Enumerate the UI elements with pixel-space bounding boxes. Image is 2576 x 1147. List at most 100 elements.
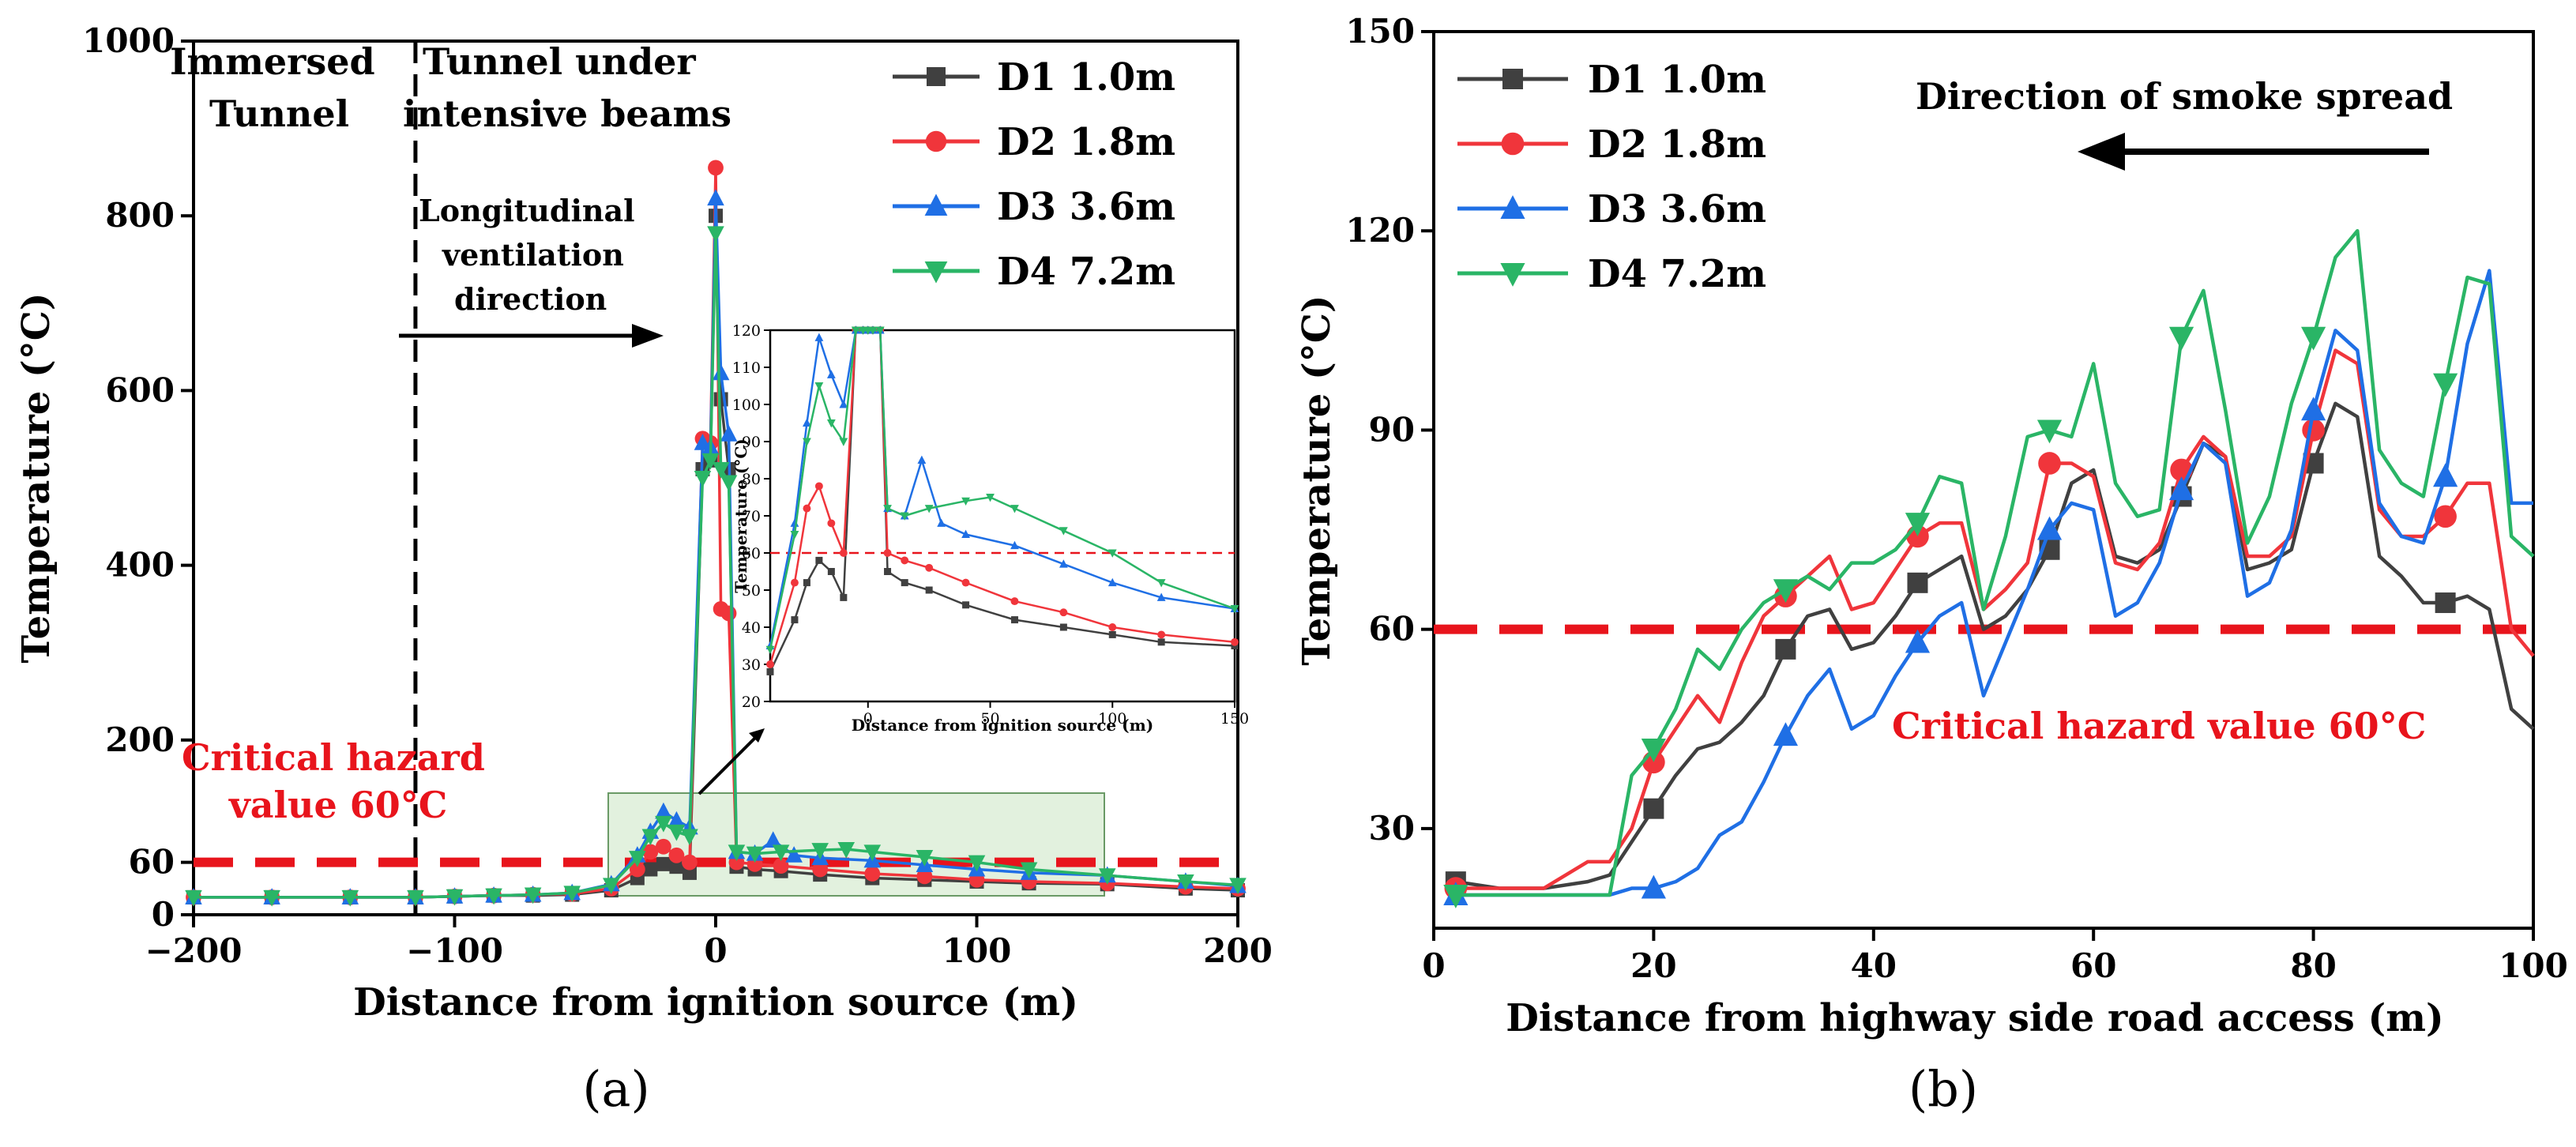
data-point — [1020, 862, 1038, 879]
inset-data-point — [803, 438, 811, 446]
panel-a-x-tick-label: 100 — [942, 931, 1012, 970]
panel-a-x-tick-label: −100 — [406, 931, 503, 970]
inset-data-point — [839, 400, 848, 408]
data-point — [1641, 739, 1666, 762]
legend-marker — [1502, 69, 1523, 89]
panel-b-x-tick-label: 60 — [2070, 946, 2116, 985]
legend-marker — [924, 194, 948, 216]
data-point — [485, 888, 502, 905]
inset-data-point — [961, 578, 970, 587]
inset-data-point — [925, 586, 933, 594]
inset-data-point — [1010, 597, 1019, 606]
smoke-direction-label: Direction of smoke spread — [1916, 75, 2453, 118]
inset-data-point — [827, 519, 836, 528]
panel-a-x-tick-label: −200 — [145, 931, 243, 970]
inset-series — [765, 325, 1239, 675]
panel-a-y-tick-label: 200 — [105, 720, 175, 759]
data-point — [772, 844, 790, 862]
inset-data-point — [826, 370, 836, 378]
data-point — [2433, 463, 2458, 487]
legend-label: D1 1.0m — [1588, 58, 1766, 102]
inset-data-point — [803, 418, 811, 427]
inset-frame — [769, 329, 1236, 703]
data-point — [263, 889, 280, 907]
data-point — [669, 859, 684, 874]
inset-data-point — [1107, 577, 1117, 587]
panel-a-y-tick-label: 1000 — [82, 21, 175, 60]
inset-data-point — [1157, 638, 1165, 646]
legend-marker — [1500, 263, 1525, 287]
inset-data-point — [1059, 559, 1068, 568]
data-point — [773, 858, 789, 874]
data-point — [1098, 868, 1116, 885]
data-point — [864, 866, 881, 882]
panel-b-x-tick-label: 100 — [2499, 946, 2568, 985]
inset-data-point — [839, 549, 848, 557]
inset-data-point — [961, 529, 970, 538]
data-point — [785, 846, 803, 863]
panel-b-y-tick-label: 150 — [1345, 12, 1415, 51]
data-point — [641, 829, 660, 846]
inset-data-point — [937, 518, 946, 527]
inset-data-point — [1156, 592, 1166, 601]
panel-a-y-tick-label: 400 — [105, 546, 175, 585]
critical-label-a-line2: value 60°C — [228, 784, 447, 826]
data-point — [1641, 874, 1666, 899]
data-point — [629, 861, 645, 878]
critical-label-a-line1: Critical hazard — [182, 736, 485, 779]
inset-data-point — [1059, 527, 1068, 536]
panel-b-y-axis-label: Temperature (°C) — [1295, 295, 1339, 665]
data-point — [656, 856, 671, 871]
inset-data-point — [986, 494, 995, 502]
panel-b-ticks: 0 20 40 60 80 100 30 60 90 120 150 — [1345, 12, 2568, 985]
inset-data-point — [765, 645, 775, 655]
inset-data-point — [814, 482, 823, 491]
data-point — [1177, 874, 1194, 891]
inset-data-point — [883, 505, 892, 513]
legend-label: D2 1.8m — [1588, 122, 1766, 167]
inset-y-tick-label: 110 — [732, 359, 761, 377]
data-point — [563, 886, 581, 903]
legend-marker — [925, 130, 947, 152]
legend-label: D3 3.6m — [997, 185, 1175, 229]
inset-data-point — [961, 497, 970, 506]
panel-b-x-tick-label: 40 — [1851, 946, 1897, 985]
inset-data-point — [868, 326, 878, 335]
series-line — [1455, 401, 2535, 890]
inset-x-tick-label: 0 — [863, 710, 873, 728]
data-point — [668, 847, 685, 863]
inset-data-point — [814, 382, 824, 391]
data-point — [2036, 419, 2063, 444]
series-line — [1455, 348, 2535, 890]
data-point — [341, 889, 359, 907]
panel-b-x-axis-label: Distance from highway side road access (… — [1506, 996, 2443, 1040]
inset-data-point — [803, 504, 811, 513]
inset-ticks: 0 50 100 150 20 30 40 50 60 70 80 90 100 110 120 — [732, 322, 1249, 728]
inset-x-tick-label: 100 — [1098, 710, 1126, 728]
data-point — [1773, 722, 1799, 746]
data-point — [656, 838, 671, 855]
data-point — [2038, 452, 2061, 475]
data-point — [701, 453, 720, 470]
panel-b-legend: D1 1.0m D2 1.8m D3 3.6m D4 7.2m — [1457, 58, 1766, 296]
inset-y-tick-label: 20 — [742, 694, 761, 711]
ventilation-line2: ventilation — [442, 237, 624, 273]
data-point — [728, 844, 746, 862]
data-point — [2168, 476, 2194, 501]
panel-a-x-tick-label: 200 — [1203, 931, 1273, 970]
data-point — [682, 854, 698, 871]
panel-b-series — [1443, 228, 2535, 908]
region-right-line2: intensive beams — [403, 92, 731, 135]
inset-data-point — [1059, 623, 1067, 631]
inset-data-point — [815, 556, 823, 564]
data-point — [1643, 798, 1664, 819]
series-line — [1455, 269, 2533, 897]
inset-y-tick-label: 120 — [732, 322, 761, 340]
inset-data-point — [1230, 605, 1239, 614]
inset-y-tick-label: 40 — [742, 619, 761, 637]
inset-data-point — [1059, 608, 1068, 617]
data-point — [668, 810, 686, 828]
panel-a-y-axis-label: Temperature (°C) — [14, 292, 58, 663]
